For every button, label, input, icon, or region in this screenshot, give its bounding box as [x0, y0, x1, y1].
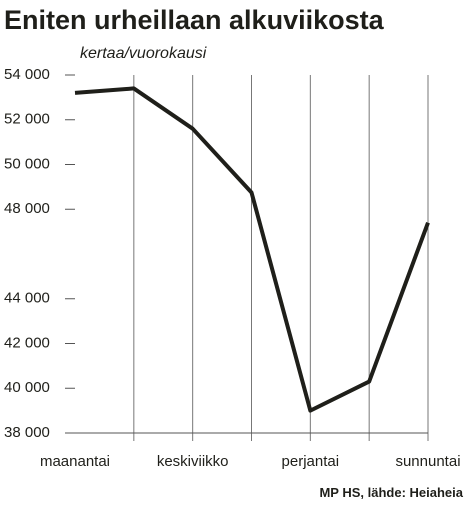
chart-title: Eniten urheillaan alkuviikosta — [4, 5, 385, 35]
line — [74, 86, 430, 413]
y-tick-label: 52 000 — [4, 111, 50, 128]
x-tick-label: maanantai — [40, 453, 110, 470]
y-tick-label: 44 000 — [4, 290, 50, 307]
y-tick-label: 48 000 — [4, 200, 50, 217]
y-tick-label: 54 000 — [4, 66, 50, 83]
y-tick-label: 42 000 — [4, 334, 50, 351]
x-tick-label: perjantai — [282, 453, 340, 470]
x-tick-label: sunnuntai — [395, 453, 460, 470]
y-tick-label: 40 000 — [4, 379, 50, 396]
source: MP HS, lähde: Heiaheia — [319, 485, 463, 500]
y-tick-label: 50 000 — [4, 155, 50, 172]
chart-subtitle: kertaa/vuorokausi — [80, 45, 207, 62]
y-tick-label: 38 000 — [4, 424, 50, 441]
x-tick-label: keskiviikko — [157, 453, 229, 470]
